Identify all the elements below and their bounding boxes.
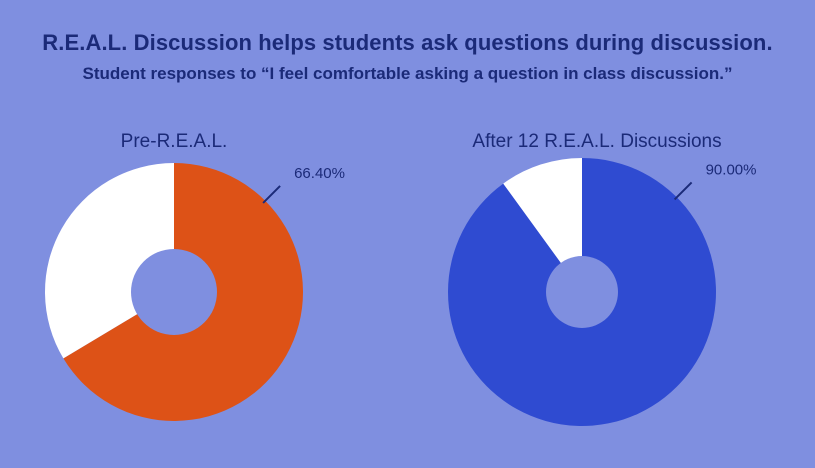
page-title: R.E.A.L. Discussion helps students ask q… [42, 30, 773, 55]
chart-title: After 12 R.E.A.L. Discussions [472, 131, 721, 152]
donut-hole [546, 256, 618, 328]
leader-line [673, 181, 693, 201]
chart-title: Pre-R.E.A.L. [121, 131, 228, 152]
page-subtitle: Student responses to “I feel comfortable… [82, 64, 733, 83]
data-label: 90.00% [706, 161, 757, 178]
data-label: 66.40% [294, 165, 345, 182]
slice-other [503, 158, 582, 292]
chart-after-12-discussions: After 12 R.E.A.L. Discussions 90.00% [448, 131, 756, 426]
chart-pre-real: Pre-R.E.A.L. 66.40% [45, 131, 345, 421]
leader-line [262, 185, 281, 204]
donut-hole [131, 249, 217, 335]
